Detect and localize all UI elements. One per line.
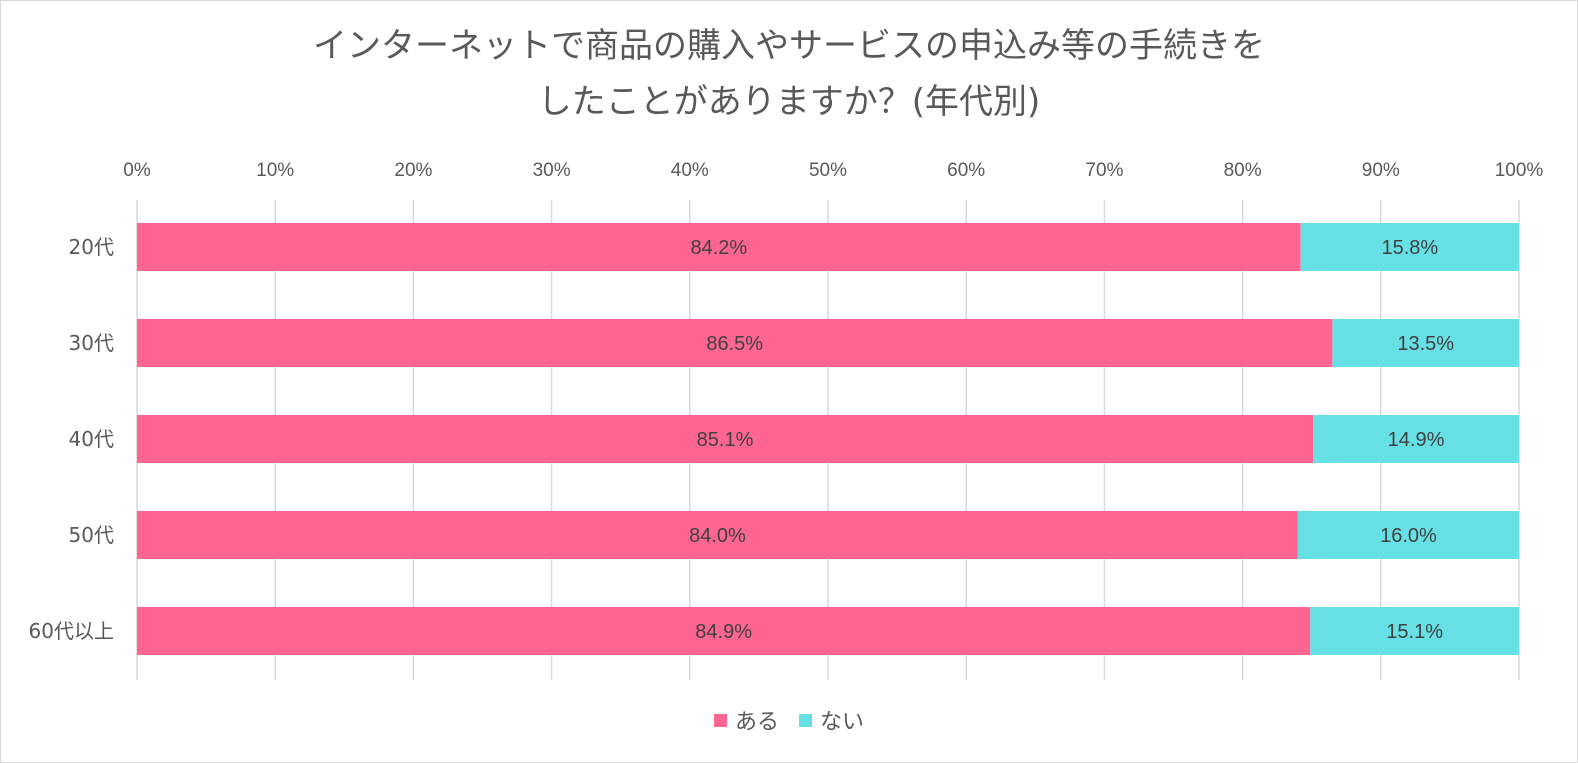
chart-title-line-2: したことがありますか？(年代別) (537, 82, 1041, 122)
x-tick-label: 60% (947, 160, 985, 181)
legend-label-nai: ない (820, 710, 865, 735)
bar-segment (137, 511, 1298, 559)
category-label: 20代 (69, 235, 114, 259)
data-labels: 84.2% 15.8% 86.5% 13.5% 85.1% 14.9% 84.0% 16.0%… (689, 237, 1454, 643)
legend-label-aru: ある (734, 710, 779, 735)
legend-item-nai: ない (799, 704, 864, 736)
chart-title: インターネットで商品の購入やサービスの申込み等の手続きを したことがありますか？… (0, 18, 1578, 130)
x-tick-label: 20% (394, 160, 432, 181)
category-label: 40代 (69, 427, 114, 451)
data-label: 84.0% (689, 525, 746, 547)
x-tick-label: 0% (123, 160, 151, 181)
x-tick-label: 50% (809, 160, 847, 181)
x-tick-label: 10% (256, 160, 294, 181)
bar-segment (1297, 511, 1519, 559)
data-label: 84.2% (690, 237, 747, 259)
legend-swatch-nai (799, 713, 812, 727)
legend-item-aru: ある (713, 704, 779, 736)
data-label: 15.8% (1381, 237, 1438, 259)
data-label: 15.1% (1386, 621, 1443, 643)
category-label: 60代以上 (29, 619, 114, 643)
bar-segment (1332, 319, 1519, 367)
bar-segment (1300, 223, 1519, 271)
category-label: 50代 (69, 523, 114, 547)
category-label: 30代 (69, 331, 114, 355)
data-label: 85.1% (697, 429, 754, 451)
x-tick-label: 70% (1085, 160, 1123, 181)
bar-segment (1313, 415, 1519, 463)
x-tick-label: 90% (1362, 160, 1400, 181)
data-label: 13.5% (1397, 333, 1454, 355)
chart-title-line-1: インターネットで商品の購入やサービスの申込み等の手続きを (313, 26, 1265, 66)
y-axis-category-labels: 20代 30代 40代 50代 60代以上 (29, 235, 114, 643)
x-axis-tick-labels: 0% 10% 20% 30% 40% 50% 60% 70% 80% 90% 100% (123, 160, 1543, 181)
legend-swatch-aru (713, 713, 727, 727)
bar-segment (137, 607, 1311, 655)
data-label: 16.0% (1380, 525, 1437, 547)
data-label: 84.9% (695, 621, 752, 643)
bars (137, 223, 1519, 655)
bar-segment (1310, 607, 1519, 655)
x-tick-label: 40% (671, 160, 709, 181)
x-tick-label: 100% (1495, 160, 1544, 181)
bar-segment (137, 415, 1314, 463)
legend: ある ない (0, 704, 1578, 736)
bar-segment (137, 223, 1301, 271)
bar-segment (137, 319, 1333, 367)
data-label: 14.9% (1388, 429, 1445, 451)
x-tick-label: 30% (533, 160, 571, 181)
x-tick-label: 80% (1224, 160, 1262, 181)
data-label: 86.5% (706, 333, 763, 355)
